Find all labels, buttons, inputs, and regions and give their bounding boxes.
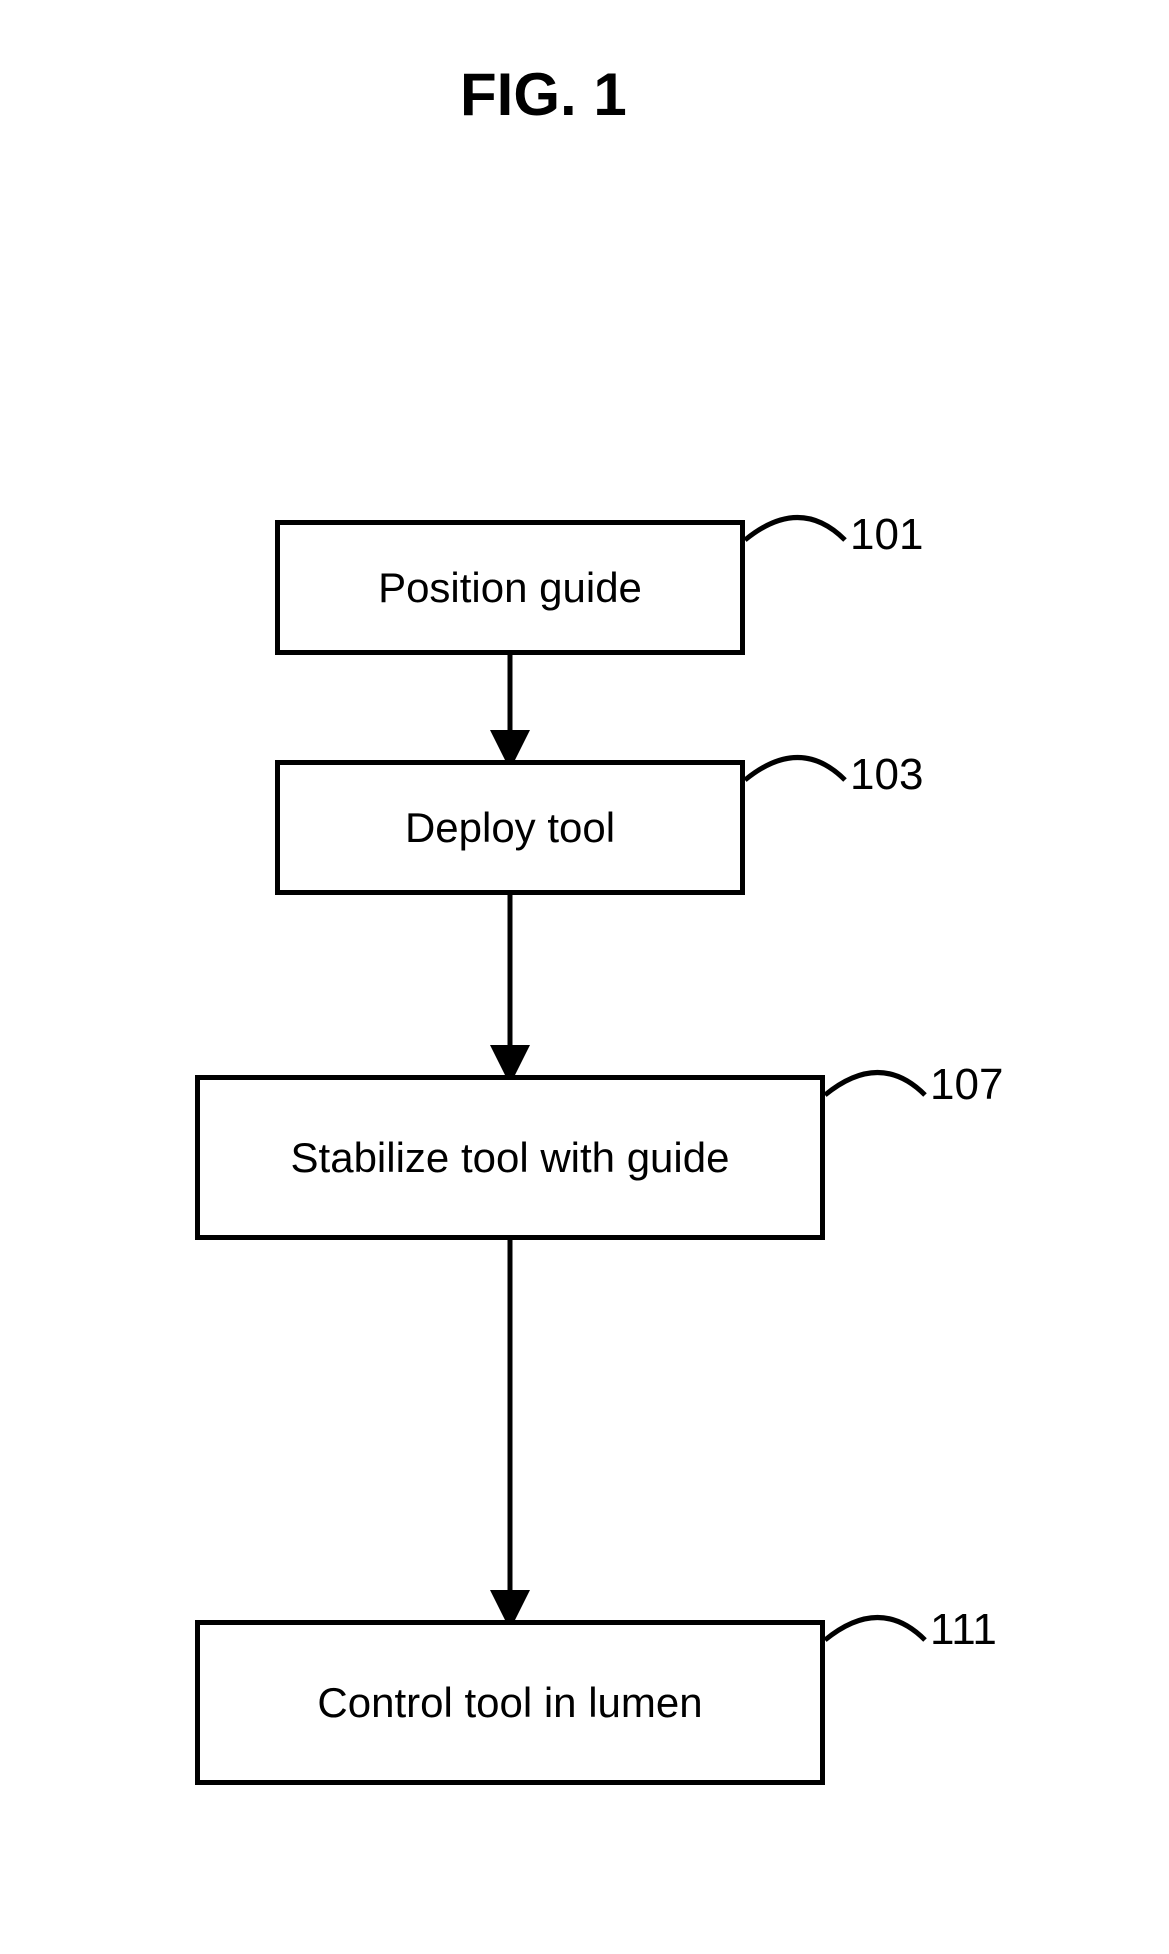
flowchart-node-label: Deploy tool [405,804,615,852]
figure-title: FIG. 1 [460,60,627,129]
figure-canvas: FIG. 1 Position guide Deploy tool Stabiliz… [0,0,1169,1954]
leader-line [825,1073,925,1096]
flowchart-ref-label: 101 [850,510,923,560]
leader-line [825,1618,925,1641]
flowchart-node-label: Stabilize tool with guide [291,1134,730,1182]
flowchart-node-label: Position guide [378,564,642,612]
flowchart-node-label: Control tool in lumen [317,1679,702,1727]
flowchart-ref-label: 103 [850,750,923,800]
flowchart-ref-label: 107 [930,1060,1003,1110]
flowchart-ref-label: 111 [930,1605,997,1655]
flowchart-node: Deploy tool [275,760,745,895]
flowchart-node: Stabilize tool with guide [195,1075,825,1240]
leader-line [745,518,845,541]
flowchart-node: Control tool in lumen [195,1620,825,1785]
leader-line [745,758,845,781]
flowchart-node: Position guide [275,520,745,655]
